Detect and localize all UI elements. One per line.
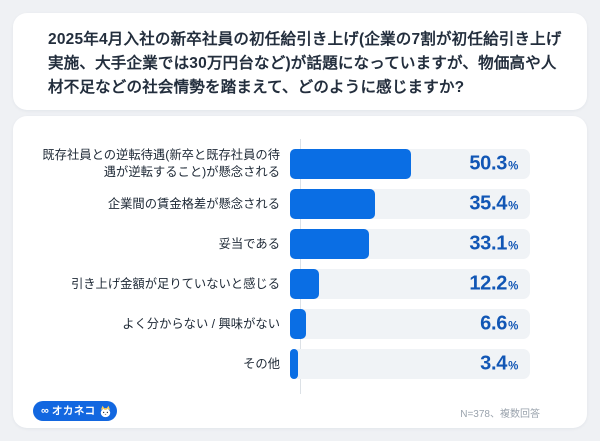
category-label: よく分からない / 興味がない (122, 316, 280, 331)
value-label: 3.4 % (480, 353, 518, 376)
results-card: 既存社員との逆転待遇(新卒と既存社員の待遇が逆転すること)が懸念される 50.3… (13, 116, 587, 428)
value-number: 33.1 (469, 232, 508, 255)
percent-sign: % (508, 200, 518, 213)
cat-mascot-icon (99, 405, 112, 418)
category-label: 企業間の賃金格差が懸念される (107, 196, 280, 211)
value-label: 33.1 % (469, 233, 518, 256)
chart-row: 企業間の賃金格差が懸念される 35.4 % (33, 189, 530, 219)
value-label: 12.2 % (469, 273, 518, 296)
category-label: その他 (243, 356, 280, 371)
percent-sign: % (508, 360, 518, 373)
value-label: 6.6 % (480, 313, 518, 336)
value-number: 35.4 (469, 192, 508, 215)
category-label: 妥当である (218, 236, 280, 251)
category-label: 引き上げ金額が足りていないと感じる (70, 276, 280, 291)
survey-question: 2025年4月入社の新卒社員の初任給引き上げ(企業の7割が初任給引き上げ実施、大… (48, 31, 562, 97)
percent-sign: % (508, 280, 518, 293)
value-number: 12.2 (469, 272, 508, 295)
bar-track: 33.1 % (290, 229, 530, 259)
bar-fill (290, 349, 299, 379)
bar-track: 6.6 % (290, 309, 530, 339)
chart-row: よく分からない / 興味がない 6.6 % (33, 309, 530, 339)
value-number: 6.6 (480, 312, 508, 335)
bar-track: 50.3 % (290, 149, 530, 179)
percent-sign: % (508, 160, 518, 173)
percent-sign: % (508, 320, 518, 333)
sample-size-note: N=378、複数回答 (460, 409, 540, 420)
chart-row: その他 3.4 % (33, 349, 530, 379)
bar-track: 12.2 % (290, 269, 530, 299)
value-number: 3.4 (480, 352, 508, 375)
bar-fill (290, 189, 375, 219)
percent-sign: % (508, 240, 518, 253)
chart-row: 引き上げ金額が足りていないと感じる 12.2 % (33, 269, 530, 299)
bar-chart: 既存社員との逆転待遇(新卒と既存社員の待遇が逆転すること)が懸念される 50.3… (33, 148, 530, 379)
value-label: 35.4 % (469, 193, 518, 216)
axis-line (300, 139, 301, 394)
value-label: 50.3 % (469, 153, 518, 176)
bar-fill (290, 309, 306, 339)
logo-wordmark: オカネコ (51, 404, 96, 417)
chart-row: 妥当である 33.1 % (33, 229, 530, 259)
bar-fill (290, 149, 411, 179)
category-label: 既存社員との逆転待遇(新卒と既存社員の待遇が逆転すること)が懸念される (42, 148, 280, 179)
value-number: 50.3 (469, 152, 508, 175)
bar-track: 35.4 % (290, 189, 530, 219)
bar-fill (290, 269, 320, 299)
bar-track: 3.4 % (290, 349, 530, 379)
chart-row: 既存社員との逆転待遇(新卒と既存社員の待遇が逆転すること)が懸念される 50.3… (33, 148, 530, 179)
okaneko-logo: ∞ オカネコ (33, 401, 117, 421)
bar-fill (290, 229, 370, 259)
infinity-mark: ∞ (41, 404, 49, 417)
survey-question-card: 2025年4月入社の新卒社員の初任給引き上げ(企業の7割が初任給引き上げ実施、大… (13, 13, 587, 110)
